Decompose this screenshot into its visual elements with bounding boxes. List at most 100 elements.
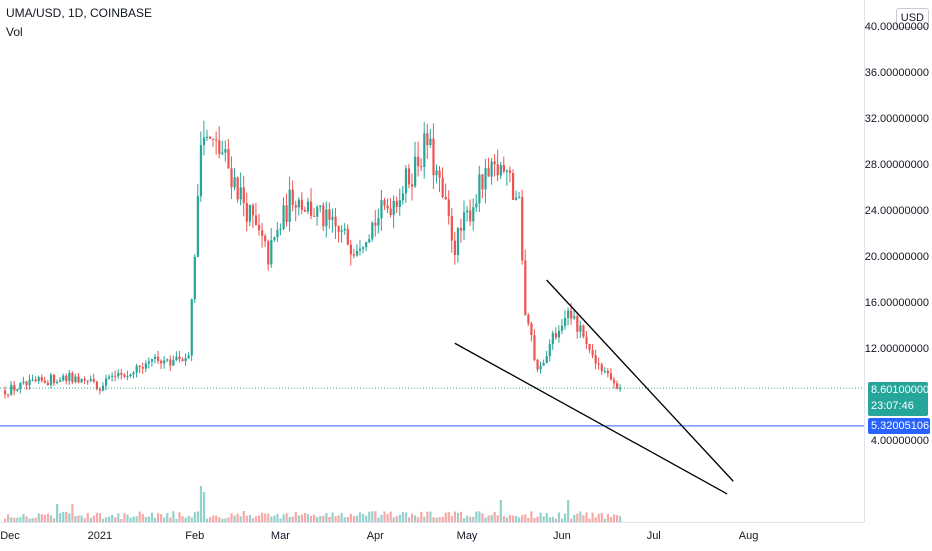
volume-bar bbox=[472, 516, 475, 522]
candle-body bbox=[242, 187, 245, 204]
candle-body bbox=[386, 205, 389, 209]
volume-bar bbox=[432, 517, 435, 522]
candle-body bbox=[530, 323, 533, 336]
candle-body bbox=[343, 228, 346, 231]
candle-body bbox=[331, 216, 334, 220]
candle-body bbox=[212, 138, 215, 140]
candle-body bbox=[31, 379, 34, 381]
volume-bar bbox=[153, 517, 157, 522]
volume-bar bbox=[56, 504, 59, 522]
candle-body bbox=[441, 177, 444, 197]
volume-bar bbox=[264, 513, 267, 522]
volume-bar bbox=[129, 517, 132, 522]
candle-body bbox=[459, 228, 463, 231]
volume-bar bbox=[218, 517, 221, 522]
last-price-value: 8.60100000 bbox=[871, 384, 930, 397]
candle-body bbox=[466, 210, 469, 213]
volume-bar bbox=[346, 516, 349, 522]
candle-body bbox=[233, 177, 236, 188]
candle-body bbox=[545, 356, 548, 364]
time-tick-label: May bbox=[456, 530, 478, 542]
candle-body bbox=[300, 199, 304, 210]
symbol-title[interactable]: UMA/USD, 1D, COINBASE bbox=[6, 6, 153, 20]
candle-body bbox=[22, 381, 25, 384]
volume-bar bbox=[108, 516, 111, 522]
candle-body bbox=[423, 133, 426, 167]
volume-bar bbox=[545, 512, 548, 522]
volume-bar bbox=[92, 515, 95, 522]
volume-bar bbox=[469, 516, 472, 522]
candlestick-chart[interactable] bbox=[0, 0, 864, 522]
volume-bar bbox=[123, 513, 126, 522]
candle-body bbox=[429, 138, 432, 146]
volume-bar bbox=[114, 517, 117, 522]
volume-bar bbox=[560, 518, 564, 522]
volume-bar bbox=[426, 511, 429, 522]
volume-bar bbox=[456, 512, 460, 522]
price-axis[interactable]: USD 48.0000000044.0000000040.0000000036.… bbox=[864, 0, 932, 522]
volume-bar bbox=[414, 515, 417, 522]
volume-bar bbox=[343, 517, 346, 522]
chart-pane[interactable]: UMA/USD, 1D, COINBASE Vol bbox=[0, 0, 864, 522]
volume-bar bbox=[205, 518, 209, 522]
volume-bar bbox=[331, 512, 334, 522]
candle-body bbox=[282, 205, 285, 229]
volume-bar bbox=[478, 511, 481, 522]
last-price-badge: 8.60100000 23:07:46 bbox=[868, 382, 930, 417]
volume-bar bbox=[368, 511, 371, 522]
volume-bar bbox=[453, 511, 457, 522]
volume-bar bbox=[539, 512, 542, 522]
volume-legend[interactable]: Vol bbox=[6, 25, 23, 39]
volume-bar bbox=[233, 515, 236, 522]
candle-body bbox=[169, 359, 172, 366]
candle-body bbox=[490, 161, 493, 177]
candle-body bbox=[582, 325, 585, 337]
volume-bar bbox=[273, 515, 276, 522]
volume-bar bbox=[505, 517, 509, 522]
volume-bar bbox=[126, 514, 129, 522]
candle-body bbox=[294, 205, 297, 208]
candle-body bbox=[132, 372, 135, 375]
volume-bar bbox=[19, 517, 22, 522]
volume-bar bbox=[417, 517, 420, 522]
candle-body bbox=[172, 359, 175, 366]
volume-bar bbox=[59, 513, 62, 522]
candle-body bbox=[368, 239, 371, 243]
volume-bar bbox=[619, 516, 622, 522]
volume-bar bbox=[248, 515, 251, 522]
volume-bar bbox=[95, 512, 98, 522]
price-tick-label: 20.00000000 bbox=[864, 251, 929, 263]
candle-body bbox=[267, 241, 270, 265]
candle-body bbox=[224, 148, 227, 153]
candle-body bbox=[322, 205, 325, 227]
candle-body bbox=[524, 260, 527, 315]
volume-bar bbox=[157, 513, 160, 522]
candle-body bbox=[401, 193, 404, 201]
candle-body bbox=[74, 376, 77, 383]
trendline bbox=[454, 342, 728, 495]
candle-body bbox=[414, 156, 417, 187]
volume-bar bbox=[80, 515, 83, 522]
candle-body bbox=[34, 379, 37, 382]
volume-bar bbox=[616, 515, 619, 522]
volume-bar bbox=[212, 515, 215, 522]
candle-body bbox=[319, 205, 322, 207]
candle-body bbox=[450, 216, 453, 241]
currency-button[interactable]: USD bbox=[895, 8, 929, 28]
volume-bar bbox=[502, 516, 505, 522]
candle-body bbox=[114, 375, 117, 377]
volume-bar bbox=[163, 517, 166, 522]
volume-bar bbox=[441, 516, 444, 522]
volume-bar bbox=[150, 512, 154, 522]
candle-body bbox=[316, 206, 319, 217]
time-axis[interactable]: Dec 2021 Feb Mar Apr May Jun Jul Aug bbox=[0, 522, 864, 551]
candle-body bbox=[355, 250, 359, 256]
candle-body bbox=[71, 372, 74, 383]
candle-body bbox=[563, 317, 567, 326]
candle-body bbox=[594, 355, 597, 364]
candle-body bbox=[264, 235, 267, 242]
candle-body bbox=[508, 170, 512, 173]
time-tick-label: Mar bbox=[270, 530, 290, 542]
volume-bar bbox=[518, 517, 521, 522]
candle-body bbox=[478, 174, 481, 204]
